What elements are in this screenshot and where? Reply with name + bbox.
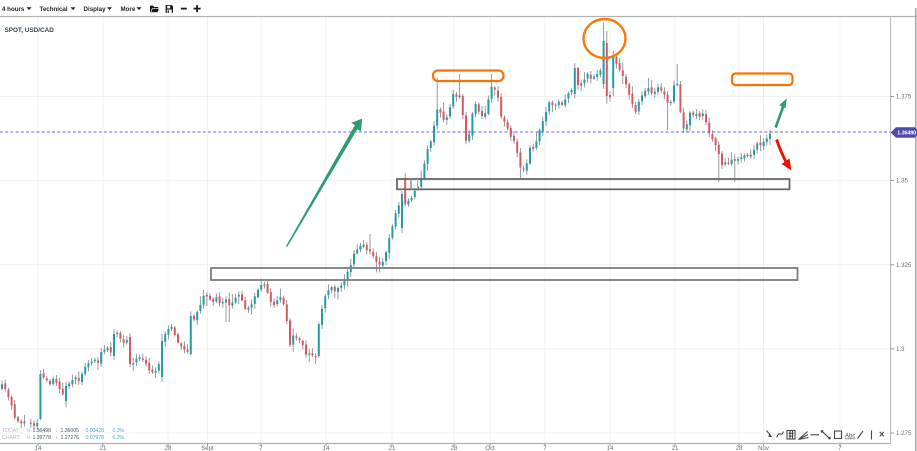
- svg-text:H:: H:: [27, 428, 32, 434]
- svg-text:1.375: 1.375: [896, 94, 912, 101]
- svg-text:1.275: 1.275: [896, 430, 912, 437]
- svg-text:28: 28: [736, 445, 743, 451]
- svg-text:Sept: Sept: [201, 445, 214, 451]
- svg-text:More: More: [121, 6, 136, 13]
- svg-text:1.325: 1.325: [896, 262, 912, 269]
- svg-text:21: 21: [672, 445, 679, 451]
- svg-text:Abc: Abc: [845, 434, 855, 440]
- svg-text:1.36005: 1.36005: [61, 428, 80, 434]
- svg-text:0.3%: 0.3%: [113, 428, 125, 434]
- svg-text:14: 14: [35, 445, 42, 451]
- svg-text:SPOT, USD/CAD: SPOT, USD/CAD: [5, 27, 55, 34]
- svg-text:28: 28: [165, 445, 172, 451]
- svg-text:21: 21: [389, 445, 396, 451]
- svg-text:L:: L:: [56, 428, 60, 434]
- svg-text:1.36490: 1.36490: [897, 131, 916, 137]
- svg-text:7: 7: [543, 445, 547, 451]
- svg-text:CHART:: CHART:: [2, 435, 20, 441]
- svg-text:4 hours: 4 hours: [2, 6, 25, 13]
- svg-text:21: 21: [100, 445, 107, 451]
- svg-text:1.27276: 1.27276: [61, 435, 80, 441]
- svg-text:1.3: 1.3: [896, 346, 905, 353]
- svg-text:14: 14: [607, 445, 614, 451]
- svg-text:6.2%: 6.2%: [113, 435, 125, 441]
- svg-text:H:: H:: [27, 435, 32, 441]
- svg-text:TODAY:: TODAY:: [2, 428, 20, 434]
- svg-text:0.07978: 0.07978: [86, 435, 105, 441]
- svg-text:1.36498: 1.36498: [33, 428, 52, 434]
- svg-text:1.35: 1.35: [896, 178, 908, 185]
- svg-text:0.00428: 0.00428: [86, 428, 105, 434]
- svg-text:28: 28: [451, 445, 458, 451]
- svg-text:7: 7: [838, 445, 842, 451]
- svg-text:Display: Display: [84, 6, 107, 13]
- svg-text:14: 14: [323, 445, 330, 451]
- svg-text:Nov: Nov: [758, 445, 770, 451]
- svg-text:7: 7: [259, 445, 263, 451]
- svg-text:Oct: Oct: [485, 445, 495, 451]
- svg-text:L:: L:: [56, 435, 60, 441]
- svg-text:Technical: Technical: [40, 6, 68, 13]
- svg-text:1.39778: 1.39778: [33, 435, 52, 441]
